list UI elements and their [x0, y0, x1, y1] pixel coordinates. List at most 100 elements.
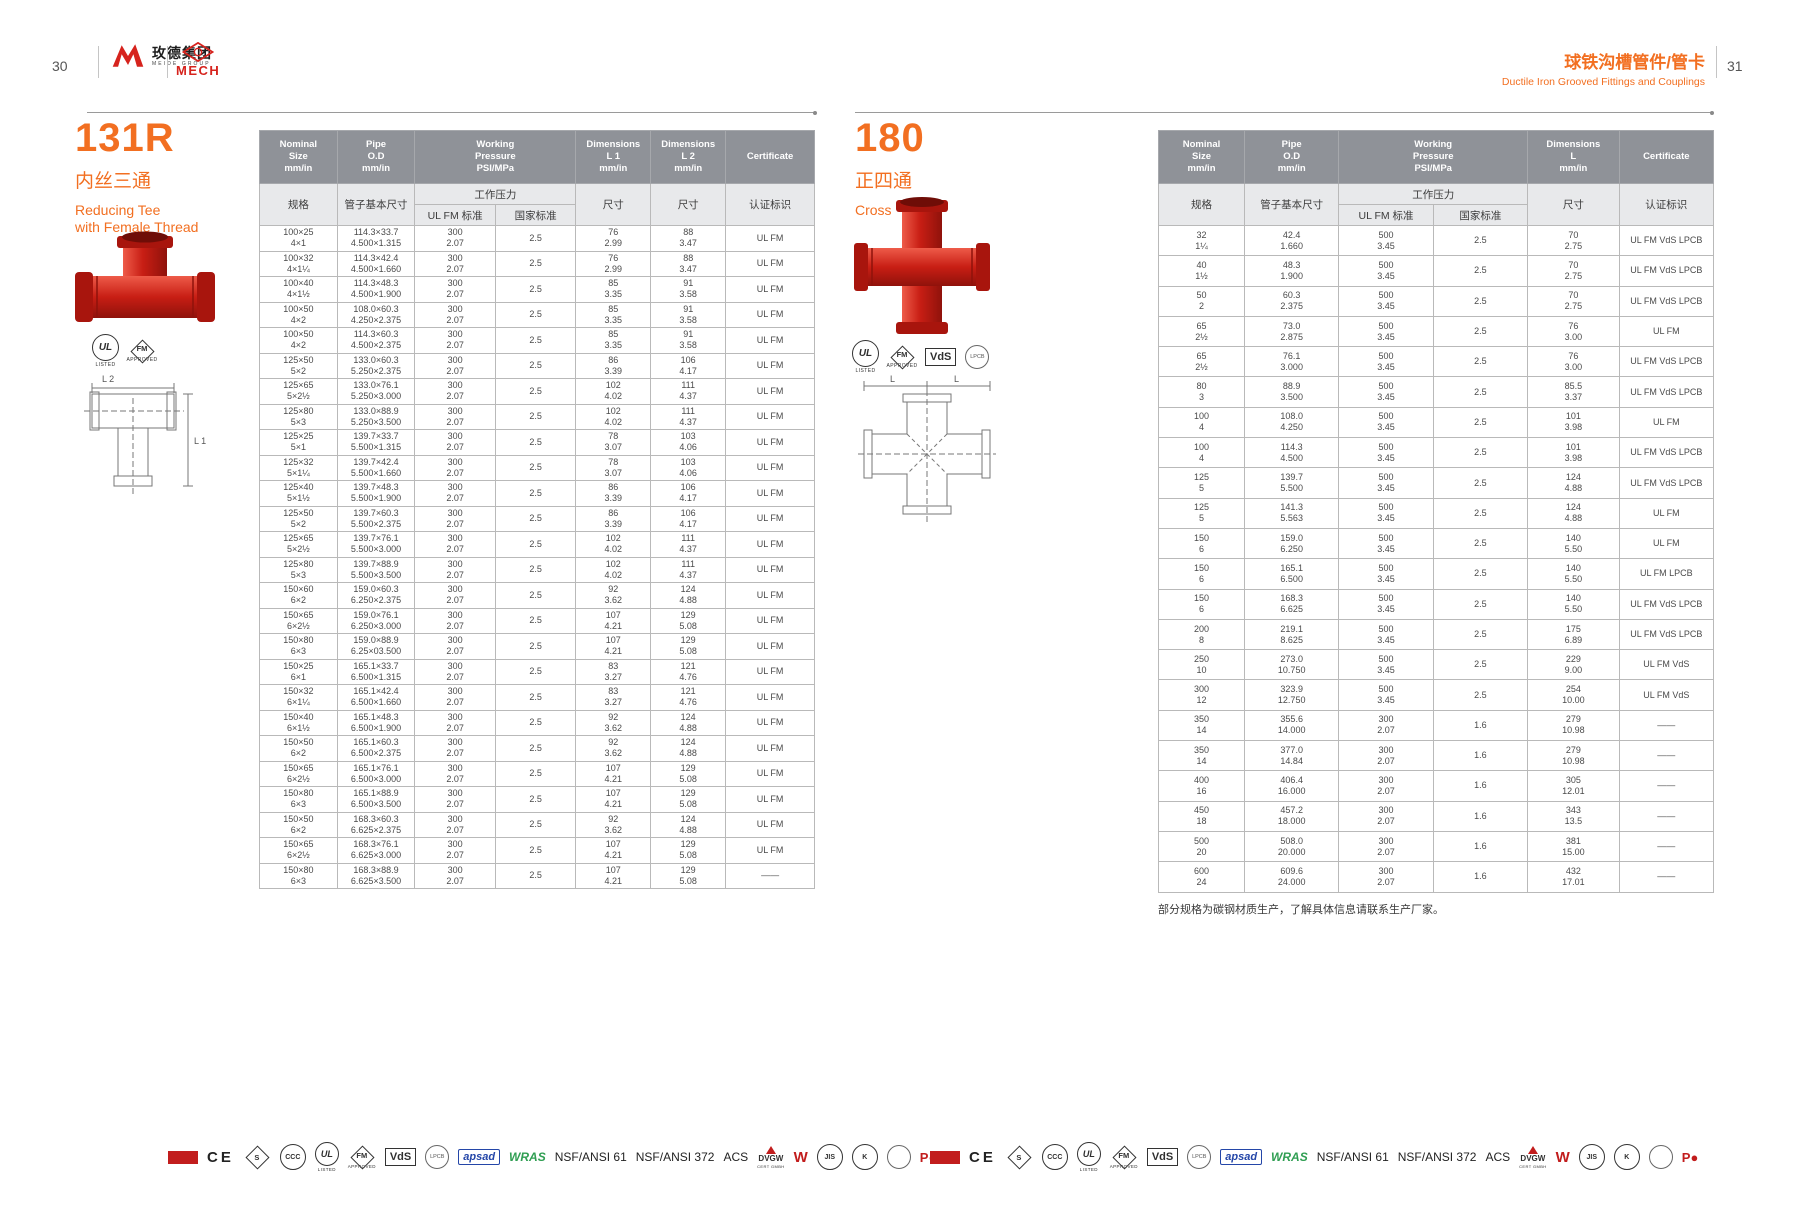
table-cell: 125×65 5×2½	[259, 531, 338, 558]
apsad-mark: apsad	[458, 1149, 501, 1165]
table-cell: 125×80 5×3	[259, 556, 338, 583]
header-divider	[1716, 46, 1717, 78]
w-mark: W	[793, 1148, 808, 1166]
table-cell: 150×80 6×3	[259, 786, 338, 813]
table-cell: 2.5	[494, 684, 577, 711]
table-cell: 609.6 24.000	[1244, 861, 1340, 893]
subheader-certificate: 认证标识	[725, 183, 815, 226]
table-cell: 140 5.50	[1527, 527, 1620, 560]
table-cell: 114.3×60.3 4.500×2.375	[336, 327, 416, 354]
table-cell: 300 2.07	[414, 837, 496, 864]
table-cell: 159.0×60.3 6.250×2.375	[336, 582, 416, 609]
cross-top-opening	[900, 197, 944, 207]
table-cell: 2.5	[494, 709, 577, 736]
table-cell: UL FM	[725, 735, 815, 762]
table-cell: 100×32 4×1¼	[259, 250, 338, 277]
table-cell: 86 3.39	[575, 480, 652, 507]
table-cell: 500 3.45	[1338, 497, 1434, 529]
table-cell: 150×25 6×1	[259, 658, 338, 685]
p-mark: P●	[1681, 1149, 1699, 1165]
table-cell: UL FM	[725, 429, 815, 456]
table-cell: 140 5.50	[1527, 558, 1620, 590]
table-cell: 168.3×76.1 6.625×3.000	[336, 837, 416, 864]
table-cell: 168.3×88.9 6.625×3.500	[336, 862, 416, 889]
table-cell: 350 14	[1157, 709, 1246, 742]
table-cell: 500 3.45	[1338, 588, 1434, 620]
table-cell: 2.5	[494, 378, 577, 405]
table-cell: 300 2.07	[414, 480, 496, 507]
table-row: 150 6 165.1 6.500 500 3.45 2.5 140 5.50 UL FM LPC…	[1157, 558, 1715, 590]
table-cell: 73.0 2.875	[1244, 315, 1340, 348]
table-row: 500 20 508.0 20.000 300 2.07 1.6 381 15.00 ——	[1157, 830, 1715, 863]
table-cell: 168.3 6.625	[1244, 588, 1340, 620]
table-cell: 125×50 5×2	[259, 352, 338, 379]
table-cell: UL FM	[725, 633, 815, 660]
table-cell: 2.5	[494, 327, 577, 354]
table-cell: 88 3.47	[650, 225, 727, 252]
cul-listed-mark: UL LISTED	[852, 340, 879, 374]
table-cell: 450 18	[1157, 800, 1246, 832]
table-cell: 2.5	[494, 505, 577, 532]
table-cell: 141.3 5.563	[1244, 497, 1340, 529]
table-cell: 150×80 6×3	[259, 862, 338, 889]
table-cell: 124 4.88	[650, 735, 727, 762]
vds-mark: VdS	[925, 348, 957, 366]
table-cell: UL FM VdS LPCB	[1618, 346, 1715, 378]
table-cell: UL FM	[725, 811, 815, 838]
table-cell: UL FM	[1618, 406, 1715, 439]
table-row: 65 2½ 73.0 2.875 500 3.45 2.5 76 3.00 UL FM	[1157, 315, 1715, 348]
subheader-dim-l: 尺寸	[1527, 183, 1620, 226]
section-header: 球铁沟槽管件/管卡 Ductile Iron Grooved Fittings …	[1502, 52, 1705, 89]
table-cell: 129 5.08	[650, 837, 727, 864]
table-row: 150 6 168.3 6.625 500 3.45 2.5 140 5.50 UL FM VdS…	[1157, 588, 1715, 620]
table-cell: 2.5	[1432, 315, 1529, 348]
table-cell: 91 3.58	[650, 327, 727, 354]
tee-top-opening	[122, 231, 168, 243]
table-row: 150×32 6×1¼ 165.1×42.4 6.500×1.660 300 2.07 2.…	[259, 684, 815, 711]
table-cell: 2.5	[1432, 346, 1529, 378]
tee-left-collar	[75, 272, 93, 322]
table-cell: UL FM VdS	[1618, 679, 1715, 711]
table-cell: 273.0 10.750	[1244, 649, 1340, 681]
table-cell: 88 3.47	[650, 250, 727, 277]
table-cell: 103 4.06	[650, 429, 727, 456]
table-row: 100×50 4×2 108.0×60.3 4.250×2.375 300 2.07 2.5…	[259, 301, 815, 328]
table-cell: 32 1¼	[1157, 224, 1246, 257]
table-cell: 70 2.75	[1527, 285, 1620, 317]
table-cell: 114.3×33.7 4.500×1.315	[336, 225, 416, 252]
table-cell: 92 3.62	[575, 709, 652, 736]
section-rule-left	[87, 110, 817, 115]
lpcb-mark: LPCB	[1187, 1145, 1212, 1169]
table-cell: 432 17.01	[1527, 861, 1620, 893]
table-cell: 2.5	[494, 480, 577, 507]
table-cell: 139.7 5.500	[1244, 467, 1340, 499]
kc-mark: K	[1613, 1144, 1640, 1170]
table-cell: 2.5	[1432, 649, 1529, 681]
table-cell: 70 2.75	[1527, 224, 1620, 257]
product-name-en: Reducing Tee with Female Thread	[75, 202, 199, 235]
table-cell: UL FM	[725, 556, 815, 583]
table-cell: 2.5	[1432, 285, 1529, 317]
acs-mark: ACS	[1485, 1150, 1511, 1164]
subheader-national-standard: 国家标准	[1432, 204, 1529, 226]
header-dimensions-l: Dimensions L mm/in	[1527, 130, 1620, 184]
table-cell: 300 2.07	[1338, 740, 1434, 772]
table-row: 100×25 4×1 114.3×33.7 4.500×1.315 300 2.07 2.5…	[259, 225, 815, 252]
subheader-dim-l1: 尺寸	[575, 183, 652, 226]
table-cell: 2.5	[494, 276, 577, 303]
mech-logo: MECH	[176, 42, 220, 77]
table-cell: 92 3.62	[575, 735, 652, 762]
table-cell: 2.5	[1432, 558, 1529, 590]
table-cell: 107 4.21	[575, 607, 652, 634]
table-cell: UL FM	[725, 250, 815, 277]
product-intro-left: 131R 内丝三通 Reducing Tee with Female Threa…	[75, 118, 245, 236]
table-cell: 150×40 6×1½	[259, 709, 338, 736]
section-rule-right	[855, 110, 1714, 115]
table-cell: 2.5	[494, 556, 577, 583]
table-row: 40 1½ 48.3 1.900 500 3.45 2.5 70 2.75 UL FM VdS L…	[1157, 255, 1715, 287]
table-cell: 76 2.99	[575, 250, 652, 277]
table-row: 65 2½ 76.1 3.000 500 3.45 2.5 76 3.00 UL FM VdS L…	[1157, 346, 1715, 378]
table-cell: 500 3.45	[1338, 376, 1434, 408]
mech-logo-text: MECH	[176, 63, 221, 78]
table-cell: 150×60 6×2	[259, 582, 338, 609]
